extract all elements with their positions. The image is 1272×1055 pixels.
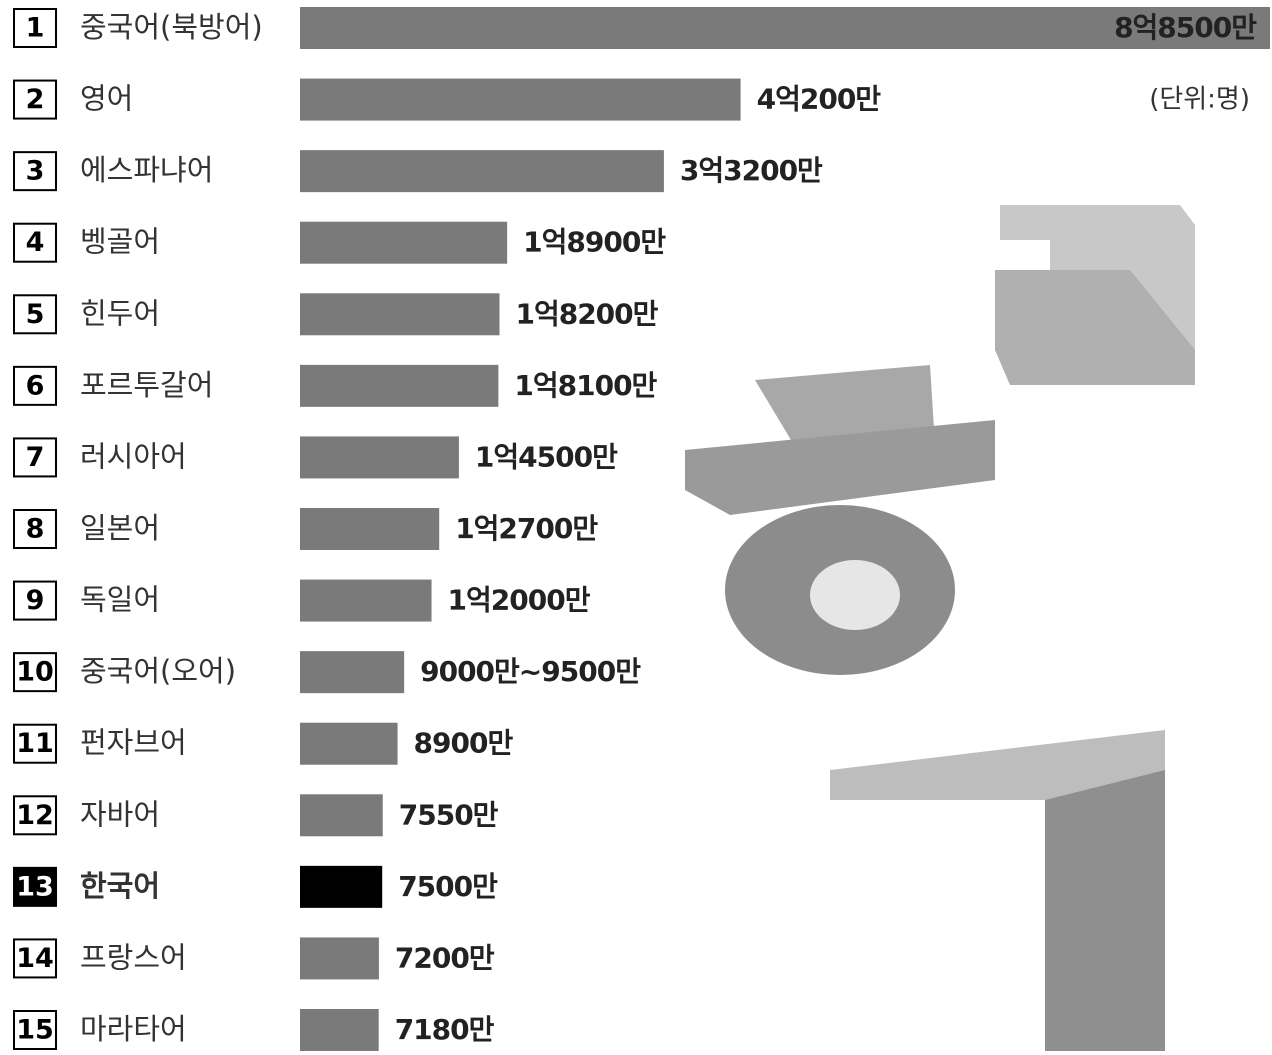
bar (300, 7, 1270, 49)
rank-box (13, 151, 57, 192)
bar (300, 579, 432, 622)
value-label: 7180만 (395, 1013, 495, 1046)
rank-box (13, 437, 57, 478)
category-label: 마라타어 (80, 1012, 187, 1046)
rank-label: 10 (16, 657, 54, 688)
value-label: 9000만~9500만 (420, 655, 641, 688)
value-label: 4억200만 (757, 83, 882, 116)
rank-box (13, 365, 57, 406)
rank-box (13, 938, 57, 979)
value-label: 1억8900만 (523, 226, 666, 259)
rank-label: 6 (26, 370, 45, 401)
rank-label: 8 (26, 514, 45, 545)
value-label: 7200만 (395, 941, 495, 974)
bar (300, 508, 440, 550)
category-label: 러시아어 (80, 439, 187, 473)
category-label: 펀자브어 (80, 726, 187, 760)
category-label: 영어 (80, 82, 133, 116)
bar (300, 937, 379, 980)
rank-label: 15 (16, 1015, 54, 1046)
value-label: 1억2700만 (455, 512, 598, 545)
rank-label: 5 (26, 299, 45, 330)
bar (300, 364, 499, 407)
rank-label: 14 (16, 943, 54, 974)
rank-label: 9 (26, 585, 45, 616)
rank-label: 12 (16, 800, 54, 831)
value-label: 3억3200만 (680, 154, 823, 187)
bar (300, 436, 459, 479)
bar (300, 221, 508, 264)
bar (300, 865, 383, 908)
decoration (685, 205, 1195, 1051)
rank-box (13, 652, 57, 693)
category-label: 힌두어 (80, 296, 160, 330)
rank-box (13, 866, 57, 907)
unit-note: (단위:명) (1149, 85, 1250, 115)
rank-box (13, 580, 57, 621)
category-label: 한국어 (80, 869, 160, 903)
category-label: 일본어 (80, 511, 160, 545)
value-label: 8억8500만 (1114, 11, 1257, 44)
category-label: 포르투갈어 (80, 368, 213, 402)
value-label: 1억8100만 (514, 369, 657, 402)
bar (300, 78, 741, 121)
category-label: 독일어 (80, 583, 160, 617)
rank-label: 2 (26, 84, 45, 115)
rank-label: 13 (16, 871, 54, 902)
category-label: 벵골어 (80, 225, 160, 259)
bar (300, 293, 500, 336)
value-label: 8900만 (414, 727, 514, 760)
rank-box (13, 509, 57, 549)
rank-box (13, 79, 57, 120)
rank-box (13, 294, 57, 335)
category-label: 중국어(북방어) (80, 10, 263, 44)
bar (300, 1009, 379, 1051)
bar (300, 722, 398, 765)
category-label: 프랑스어 (80, 940, 187, 974)
category-label: 중국어(오어) (80, 654, 236, 688)
category-label: 자바어 (80, 797, 160, 831)
rank-label: 4 (26, 227, 45, 258)
rank-label: 11 (16, 728, 54, 759)
rank-label: 1 (26, 13, 45, 44)
value-label: 1억4500만 (475, 440, 618, 473)
rank-box (13, 222, 57, 263)
rank-label: 7 (26, 442, 45, 473)
value-label: 1억2000만 (448, 584, 591, 617)
rank-box (13, 723, 57, 764)
bar (300, 150, 664, 193)
value-label: 1억8200만 (515, 297, 658, 330)
bar (300, 651, 405, 694)
category-label: 에스파냐어 (80, 153, 213, 187)
rank-label: 3 (26, 156, 45, 187)
value-label: 7550만 (399, 798, 499, 831)
rank-box (13, 1010, 57, 1050)
rank-box (13, 8, 57, 48)
bar (300, 794, 383, 837)
rank-box (13, 795, 57, 836)
value-label: 7500만 (398, 870, 498, 903)
